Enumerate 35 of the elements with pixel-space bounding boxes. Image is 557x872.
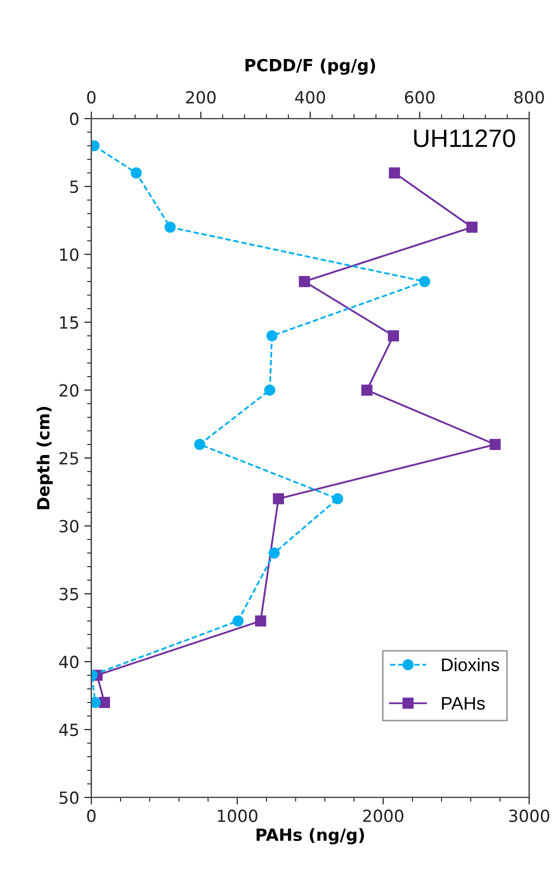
point [361, 384, 372, 396]
y-tick-label: 25 [60, 452, 78, 465]
point [255, 615, 266, 626]
y-tick-label: 5 [70, 180, 78, 194]
y-tick-label: 35 [60, 588, 78, 600]
x2-tick-label: 0 [87, 90, 96, 104]
legend-label: Dioxins [442, 658, 500, 672]
y-tick-label: 50 [60, 791, 78, 804]
x-tick-label: 1000 [218, 810, 258, 822]
y-tick-label: 30 [60, 520, 78, 532]
point [388, 167, 400, 178]
y-tick-label: 40 [59, 656, 78, 668]
x2-axis-title: PCDD/F (pg/g) [246, 58, 376, 75]
y-tick-label: 20 [60, 384, 78, 397]
legend-label: PAHs [442, 697, 485, 710]
x2-tick-label: 400 [295, 90, 326, 104]
x-axis-title: PAHs (ng/g) [256, 828, 364, 844]
y-tick-label: 45 [59, 724, 78, 736]
x2-tick-label: 800 [514, 90, 544, 104]
point [466, 222, 478, 233]
annotation: UH11270 [414, 129, 516, 148]
x2-tick-label: 200 [186, 90, 216, 104]
point [388, 330, 399, 342]
x-tick-label: 2000 [363, 810, 404, 822]
point [272, 493, 284, 504]
point [98, 696, 110, 708]
y-tick-label: 0 [70, 112, 78, 126]
x-tick-label: 3000 [509, 810, 550, 822]
x2-tick-label: 600 [404, 90, 434, 104]
y-tick-label: 15 [60, 316, 78, 329]
point [298, 276, 310, 288]
y-tick-label: 10 [60, 248, 78, 261]
y-axis-title: Depth (cm) [36, 406, 53, 510]
point [490, 438, 501, 450]
x-tick-label: 0 [87, 810, 96, 822]
